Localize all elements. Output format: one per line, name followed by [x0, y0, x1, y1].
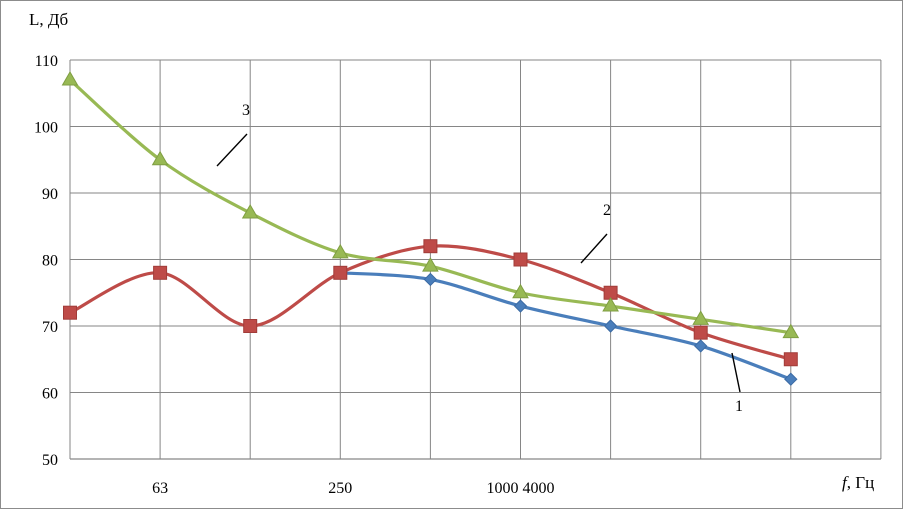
series-line-1	[340, 271, 792, 381]
data-point-diamond	[603, 319, 618, 333]
axes: 50 60 70 80 90 100 110 63 250 1000 4000	[34, 53, 881, 497]
data-point-square	[513, 252, 528, 267]
y-tick-label: 100	[34, 120, 58, 137]
data-point-square	[243, 319, 258, 333]
data-point-diamond	[784, 372, 798, 386]
x-axis-label-unit: , Гц	[847, 473, 874, 492]
data-point-triangle	[241, 203, 259, 219]
leader-line-1	[731, 352, 741, 393]
series-label-1: 1	[735, 398, 743, 415]
grid	[69, 59, 882, 459]
data-point-square	[693, 325, 708, 340]
x-axis-label-symbol: f	[842, 473, 849, 492]
data-point-triangle	[512, 283, 529, 299]
data-point-square	[333, 265, 348, 280]
data-point-triangle	[782, 323, 800, 339]
data-point-diamond	[513, 299, 528, 313]
data-point-triangle	[61, 70, 79, 86]
x-axis-label: f, Гц	[842, 473, 874, 492]
data-point-triangle	[692, 310, 710, 325]
leader-line-2	[580, 233, 608, 264]
data-point-triangle	[151, 150, 169, 166]
data-point-square	[63, 305, 77, 320]
series-2	[63, 239, 798, 367]
x-tick-label: 250	[328, 480, 352, 497]
x-tick-label: 1000 4000	[487, 480, 555, 497]
y-tick-label: 110	[35, 53, 58, 70]
data-point-triangle	[331, 243, 349, 259]
data-point-diamond	[693, 339, 708, 353]
data-point-triangle	[602, 297, 619, 312]
y-axis-label: L, Дб	[29, 10, 68, 29]
series-layer	[61, 70, 800, 386]
y-tick-label: 70	[42, 319, 58, 336]
data-point-square	[783, 352, 798, 367]
data-point-square	[423, 239, 438, 254]
y-tick-label: 50	[42, 452, 58, 469]
series-3	[61, 70, 800, 339]
y-tick-label: 90	[42, 186, 58, 203]
annotations: 1 2 3	[216, 102, 743, 415]
series-label-2: 2	[603, 202, 611, 219]
series-label-3: 3	[242, 102, 250, 119]
y-tick-label: 60	[42, 386, 58, 403]
data-point-square	[153, 265, 168, 280]
leader-line-3	[216, 133, 248, 167]
data-point-triangle	[422, 257, 439, 272]
series-1	[333, 266, 798, 386]
data-point-diamond	[423, 272, 438, 287]
x-tick-label: 63	[152, 480, 168, 497]
y-tick-label: 80	[42, 253, 58, 270]
